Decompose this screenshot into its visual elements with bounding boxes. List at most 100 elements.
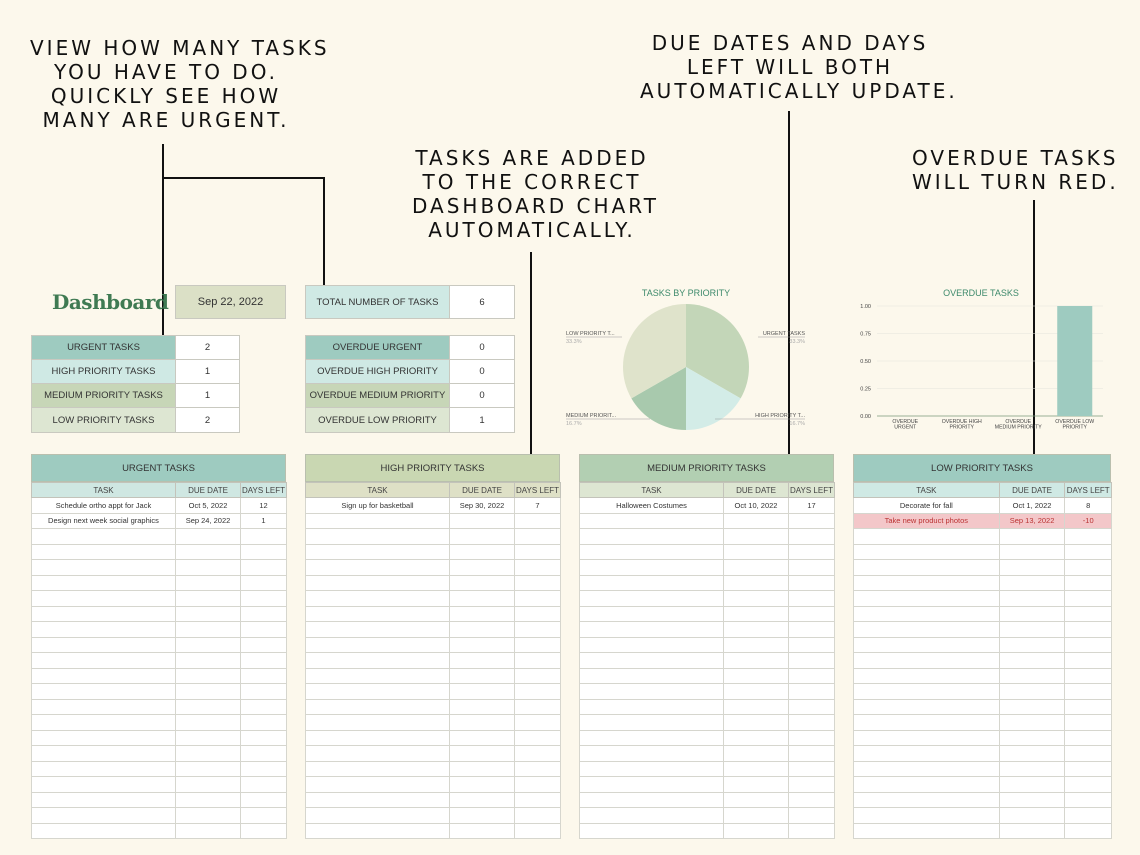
table-row[interactable] <box>579 698 835 715</box>
days-left-cell[interactable] <box>240 574 287 591</box>
due-date-cell[interactable] <box>998 652 1066 669</box>
table-row[interactable] <box>853 714 1112 731</box>
task-cell[interactable] <box>579 667 724 684</box>
due-date-cell[interactable] <box>998 590 1066 607</box>
task-cell[interactable]: Take new product photos <box>853 512 1000 529</box>
due-date-cell[interactable] <box>449 559 515 576</box>
due-date-cell[interactable] <box>723 605 789 622</box>
due-date-cell[interactable] <box>175 652 241 669</box>
table-row[interactable] <box>305 745 561 762</box>
days-left-cell[interactable]: 1 <box>240 512 287 529</box>
due-date-cell[interactable]: Oct 5, 2022 <box>175 497 241 514</box>
task-cell[interactable] <box>31 729 176 746</box>
table-row[interactable] <box>305 559 561 576</box>
table-row[interactable] <box>305 574 561 591</box>
due-date-cell[interactable] <box>998 559 1066 576</box>
due-date-cell[interactable] <box>723 791 789 808</box>
table-row[interactable] <box>853 822 1112 839</box>
days-left-cell[interactable] <box>240 590 287 607</box>
days-left-cell[interactable] <box>514 667 561 684</box>
days-left-cell[interactable] <box>1064 822 1112 839</box>
task-cell[interactable]: Schedule ortho appt for Jack <box>31 497 176 514</box>
task-cell[interactable] <box>579 605 724 622</box>
days-left-cell[interactable] <box>240 652 287 669</box>
due-date-cell[interactable] <box>723 760 789 777</box>
due-date-cell[interactable] <box>723 559 789 576</box>
task-cell[interactable] <box>31 807 176 824</box>
table-row[interactable]: Decorate for fall Oct 1, 2022 8 <box>853 497 1112 514</box>
days-left-cell[interactable]: 17 <box>788 497 835 514</box>
days-left-cell[interactable] <box>514 776 561 793</box>
days-left-cell[interactable] <box>240 528 287 545</box>
due-date-cell[interactable] <box>998 621 1066 638</box>
table-row[interactable] <box>579 667 835 684</box>
table-row[interactable] <box>305 543 561 560</box>
table-row[interactable]: Schedule ortho appt for Jack Oct 5, 2022 1… <box>31 497 287 514</box>
days-left-cell[interactable] <box>240 745 287 762</box>
task-cell[interactable] <box>305 652 450 669</box>
task-cell[interactable] <box>31 698 176 715</box>
task-cell[interactable] <box>579 791 724 808</box>
due-date-cell[interactable] <box>998 822 1066 839</box>
due-date-cell[interactable] <box>449 745 515 762</box>
due-date-cell[interactable] <box>723 745 789 762</box>
due-date-cell[interactable] <box>723 698 789 715</box>
task-cell[interactable] <box>31 574 176 591</box>
table-row[interactable] <box>305 590 561 607</box>
task-cell[interactable] <box>853 590 1000 607</box>
table-row[interactable] <box>31 760 287 777</box>
days-left-cell[interactable] <box>788 807 835 824</box>
task-cell[interactable] <box>31 590 176 607</box>
due-date-cell[interactable] <box>175 543 241 560</box>
table-row[interactable]: Halloween Costumes Oct 10, 2022 17 <box>579 497 835 514</box>
task-cell[interactable] <box>853 745 1000 762</box>
table-row[interactable] <box>305 621 561 638</box>
due-date-cell[interactable] <box>175 807 241 824</box>
due-date-cell[interactable] <box>175 590 241 607</box>
table-row[interactable] <box>853 807 1112 824</box>
table-row[interactable] <box>853 574 1112 591</box>
table-row[interactable] <box>31 636 287 653</box>
table-row[interactable] <box>31 667 287 684</box>
task-cell[interactable] <box>853 605 1000 622</box>
days-left-cell[interactable] <box>514 559 561 576</box>
task-cell[interactable] <box>305 745 450 762</box>
task-cell[interactable] <box>579 543 724 560</box>
due-date-cell[interactable] <box>175 574 241 591</box>
table-row[interactable] <box>31 807 287 824</box>
due-date-cell[interactable] <box>449 791 515 808</box>
table-row[interactable] <box>305 822 561 839</box>
table-row[interactable] <box>853 667 1112 684</box>
due-date-cell[interactable] <box>998 760 1066 777</box>
task-cell[interactable] <box>305 605 450 622</box>
table-row[interactable] <box>579 605 835 622</box>
days-left-cell[interactable] <box>788 512 835 529</box>
due-date-cell[interactable] <box>723 822 789 839</box>
task-cell[interactable] <box>853 683 1000 700</box>
days-left-cell[interactable] <box>788 559 835 576</box>
days-left-cell[interactable] <box>788 652 835 669</box>
days-left-cell[interactable] <box>514 574 561 591</box>
table-row[interactable] <box>579 776 835 793</box>
task-cell[interactable] <box>853 760 1000 777</box>
task-cell[interactable] <box>853 621 1000 638</box>
task-cell[interactable] <box>305 698 450 715</box>
task-cell[interactable] <box>31 667 176 684</box>
task-cell[interactable] <box>853 822 1000 839</box>
table-row[interactable] <box>853 729 1112 746</box>
days-left-cell[interactable] <box>514 822 561 839</box>
due-date-cell[interactable] <box>449 683 515 700</box>
table-row[interactable] <box>31 745 287 762</box>
table-row[interactable] <box>305 667 561 684</box>
due-date-cell[interactable] <box>449 667 515 684</box>
table-row[interactable] <box>853 621 1112 638</box>
table-row[interactable] <box>305 791 561 808</box>
table-row[interactable] <box>305 698 561 715</box>
task-cell[interactable] <box>305 528 450 545</box>
days-left-cell[interactable] <box>240 543 287 560</box>
task-cell[interactable] <box>305 559 450 576</box>
task-cell[interactable] <box>31 683 176 700</box>
table-row[interactable] <box>853 683 1112 700</box>
days-left-cell[interactable]: -10 <box>1064 512 1112 529</box>
days-left-cell[interactable] <box>240 714 287 731</box>
